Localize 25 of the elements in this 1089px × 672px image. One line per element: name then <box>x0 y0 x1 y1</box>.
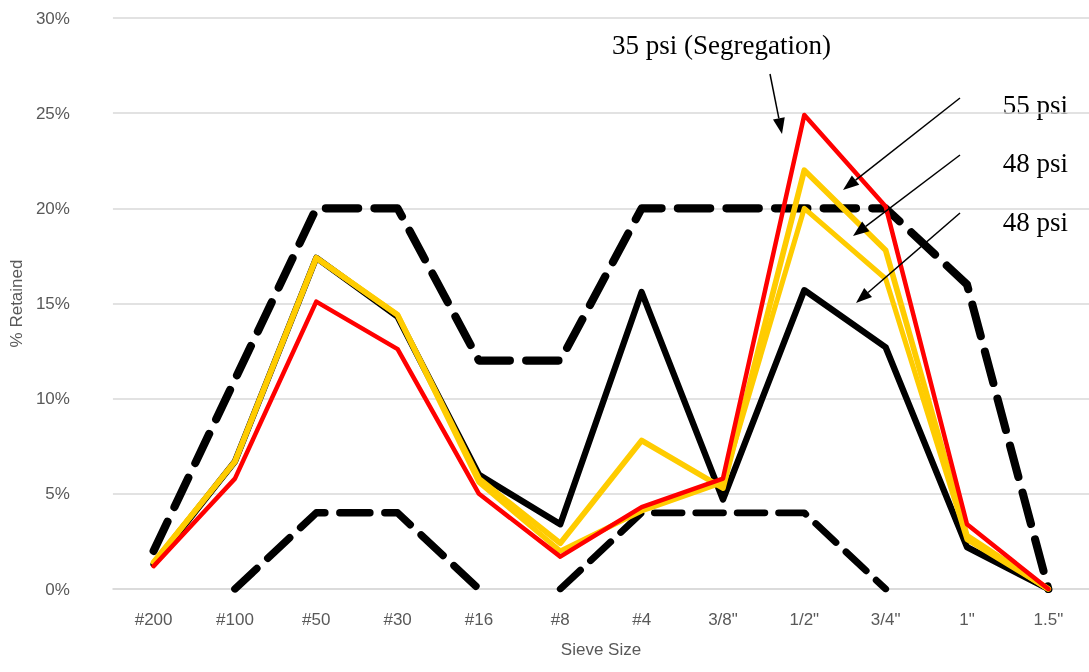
x-tick-label: 3/8" <box>708 610 738 629</box>
y-tick-label: 15% <box>35 294 70 313</box>
y-tick-label: 25% <box>35 103 70 123</box>
x-tick-label: #100 <box>216 610 254 629</box>
x-tick-label: 1.5" <box>1033 610 1064 629</box>
y-axis-title: % Retained <box>7 259 26 348</box>
x-tick-label: #30 <box>383 610 412 629</box>
x-tick-label: #16 <box>464 610 494 629</box>
y-tick-label: 20% <box>35 198 70 218</box>
x-tick-label: #8 <box>550 610 570 629</box>
x-tick-label: 3/4" <box>870 610 901 629</box>
annotation: 55 psi <box>1002 89 1069 120</box>
x-tick-label: #200 <box>134 610 173 629</box>
x-axis-title: Sieve Size <box>560 640 642 659</box>
x-tick-label: 1" <box>959 610 975 629</box>
x-tick-label: #4 <box>632 610 652 629</box>
y-tick-label: 10% <box>35 389 70 409</box>
y-tick-label: 30% <box>35 8 70 28</box>
y-tick-label: 0% <box>45 579 70 599</box>
x-tick-label: 1/2" <box>789 610 820 629</box>
x-tick-label: #50 <box>302 610 331 629</box>
annotation: 48 psi <box>1002 147 1069 178</box>
annotation: 35 psi (Segregation) <box>612 29 831 60</box>
annotation: 48 psi <box>1002 206 1069 237</box>
y-tick-label: 5% <box>45 484 70 504</box>
